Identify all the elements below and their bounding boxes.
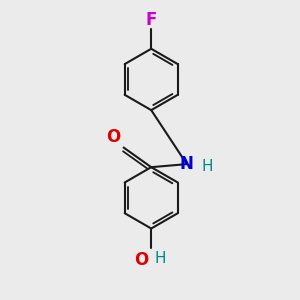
Text: H: H [202,159,213,174]
Text: N: N [180,155,194,173]
Text: H: H [155,250,167,266]
Text: F: F [146,11,157,29]
Text: O: O [106,128,121,146]
Text: O: O [134,250,149,268]
